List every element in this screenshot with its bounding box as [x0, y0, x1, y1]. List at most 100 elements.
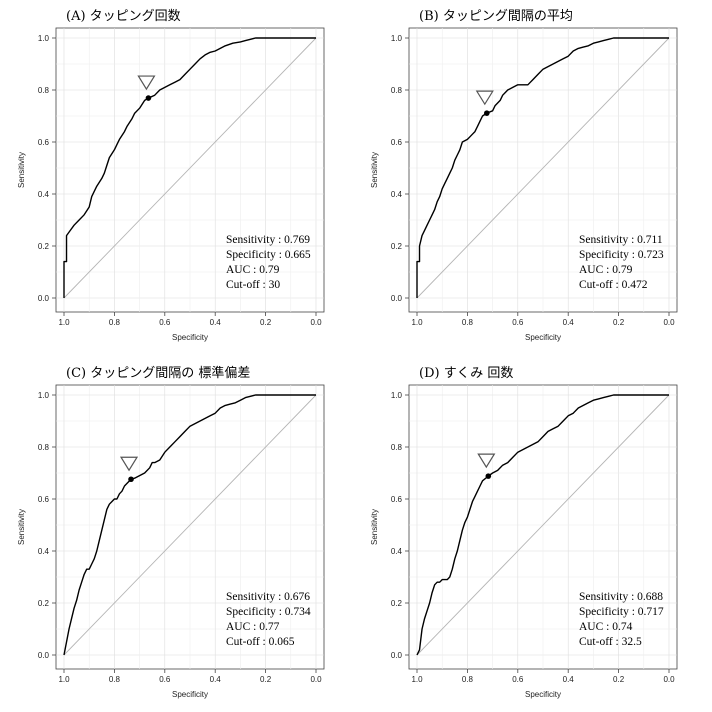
x-tick-label: 0.6 — [512, 318, 524, 327]
y-tick-label: 0.0 — [391, 651, 403, 660]
chart-title: (D) すくみ 回数 — [419, 366, 513, 381]
stat-line: Cut-off : 0.472 — [579, 279, 648, 291]
y-tick-label: 0.2 — [38, 599, 50, 608]
stat-line: AUC : 0.79 — [226, 264, 280, 276]
roc-curve — [63, 394, 316, 656]
x-tick-label: 1.0 — [411, 675, 423, 684]
y-tick-label: 1.0 — [391, 34, 403, 43]
plot-area: 1.0 0.8 0.6 0.4 0.2 0.0 0.0 0.2 0.4 0.6 0.8 1.0 Spec… — [17, 27, 325, 342]
chart-title: (C) タッピング間隔の 標準偏差 — [66, 365, 250, 381]
y-tick-label: 0.4 — [391, 547, 403, 556]
roc-chart-c: (C) タッピング間隔の 標準偏差 1.0 0.8 0.6 0.4 0.2 0.0 0.0 0.… — [17, 365, 325, 699]
y-tick-label: 0.8 — [38, 443, 50, 452]
x-tick-label: 0.0 — [663, 318, 675, 327]
y-tick-label: 0.2 — [391, 599, 403, 608]
x-tick-label: 1.0 — [411, 318, 423, 327]
roc-curve — [416, 37, 669, 298]
roc-chart-a: (A) タッピング回数 1.0 0.8 0.6 0.4 0.2 0.0 0.0 0.2 0.4 0.… — [17, 9, 325, 342]
stat-line: Specificity : 0.665 — [226, 249, 311, 261]
x-tick-label: 0.4 — [210, 318, 222, 327]
stat-line: Sensitivity : 0.711 — [579, 234, 663, 246]
y-axis-title: Sensitivity — [370, 152, 379, 188]
x-tick-label: 1.0 — [58, 675, 70, 684]
y-tick-label: 0.0 — [38, 651, 50, 660]
stat-line: AUC : 0.79 — [579, 264, 633, 276]
y-tick-label: 0.4 — [38, 547, 50, 556]
y-tick-label: 0.8 — [391, 443, 403, 452]
roc-chart-d: (D) すくみ 回数 1.0 0.8 0.6 0.4 0.2 0.0 0.0 0.2 0.4 0.6… — [370, 366, 678, 699]
cutoff-triangle-marker — [475, 90, 494, 106]
y-axis-title: Sensitivity — [17, 509, 26, 545]
stat-line: Sensitivity : 0.688 — [579, 591, 663, 603]
plot-area: 1.0 0.8 0.6 0.4 0.2 0.0 0.0 0.2 0.4 0.6 0.8 1.0 Spec… — [17, 384, 325, 699]
y-tick-label: 0.8 — [391, 86, 403, 95]
y-tick-label: 0.6 — [391, 138, 403, 147]
stat-line: Specificity : 0.717 — [579, 606, 664, 618]
x-axis-title: Specificity — [172, 333, 208, 342]
stat-line: Sensitivity : 0.769 — [226, 234, 310, 246]
x-tick-label: 0.8 — [462, 318, 474, 327]
cutoff-triangle-marker — [119, 456, 139, 472]
x-tick-label: 0.2 — [260, 675, 272, 684]
x-axis-title: Specificity — [172, 690, 208, 699]
cutoff-point — [145, 95, 152, 101]
x-tick-label: 0.4 — [563, 318, 575, 327]
x-tick-label: 0.4 — [210, 675, 222, 684]
cutoff-triangle-marker — [477, 453, 496, 469]
x-tick-label: 0.6 — [159, 675, 171, 684]
reference-diagonal — [416, 37, 670, 299]
y-axis-title: Sensitivity — [370, 509, 379, 545]
chart-title: (A) タッピング回数 — [66, 9, 181, 24]
reference-diagonal — [63, 394, 317, 656]
y-tick-label: 0.4 — [391, 190, 403, 199]
x-tick-label: 0.0 — [310, 675, 322, 684]
y-tick-label: 0.0 — [38, 294, 50, 303]
x-tick-label: 0.2 — [613, 675, 625, 684]
stat-line: AUC : 0.77 — [226, 621, 280, 633]
stat-line: Cut-off : 0.065 — [226, 636, 295, 648]
x-tick-label: 0.8 — [109, 675, 121, 684]
x-tick-label: 1.0 — [58, 318, 70, 327]
x-tick-label: 0.6 — [159, 318, 171, 327]
plot-area: 1.0 0.8 0.6 0.4 0.2 0.0 0.0 0.2 0.4 0.6 0.8 1.0 Spec… — [370, 27, 678, 342]
cutoff-triangle-marker — [137, 75, 156, 91]
x-axis-title: Specificity — [525, 690, 561, 699]
y-tick-label: 0.6 — [38, 138, 50, 147]
y-tick-label: 0.4 — [38, 190, 50, 199]
y-tick-label: 0.8 — [38, 86, 50, 95]
x-tick-label: 0.2 — [613, 318, 625, 327]
y-tick-label: 0.2 — [38, 242, 50, 251]
stat-line: Sensitivity : 0.676 — [226, 591, 310, 603]
y-tick-label: 0.0 — [391, 294, 403, 303]
y-axis-title: Sensitivity — [17, 152, 26, 188]
stat-line: AUC : 0.74 — [579, 621, 633, 633]
y-tick-label: 0.6 — [38, 495, 50, 504]
cutoff-point — [128, 476, 134, 483]
plot-area: 1.0 0.8 0.6 0.4 0.2 0.0 0.0 0.2 0.4 0.6 0.8 1.0 Spec… — [370, 384, 678, 699]
x-tick-label: 0.4 — [563, 675, 575, 684]
y-tick-label: 0.6 — [391, 495, 403, 504]
y-tick-label: 0.2 — [391, 242, 403, 251]
chart-title: (B) タッピング間隔の平均 — [419, 9, 573, 24]
y-tick-label: 1.0 — [391, 391, 403, 400]
x-tick-label: 0.0 — [663, 675, 675, 684]
y-tick-label: 1.0 — [38, 391, 50, 400]
stat-line: Cut-off : 30 — [226, 279, 280, 291]
x-tick-label: 0.8 — [109, 318, 121, 327]
roc-curve — [416, 394, 669, 656]
stat-line: Cut-off : 32.5 — [579, 636, 642, 648]
x-tick-label: 0.0 — [310, 318, 322, 327]
y-tick-label: 1.0 — [38, 34, 50, 43]
x-tick-label: 0.2 — [260, 318, 272, 327]
reference-diagonal — [63, 37, 317, 299]
stat-line: Specificity : 0.723 — [579, 249, 664, 261]
roc-chart-b: (B) タッピング間隔の平均 1.0 0.8 0.6 0.4 0.2 0.0 0.0 0.2 0.… — [370, 9, 678, 342]
x-tick-label: 0.6 — [512, 675, 524, 684]
cutoff-point — [485, 473, 492, 479]
x-axis-title: Specificity — [525, 333, 561, 342]
reference-diagonal — [416, 394, 670, 656]
stat-line: Specificity : 0.734 — [226, 606, 311, 618]
cutoff-point — [484, 110, 490, 116]
x-tick-label: 0.8 — [462, 675, 474, 684]
